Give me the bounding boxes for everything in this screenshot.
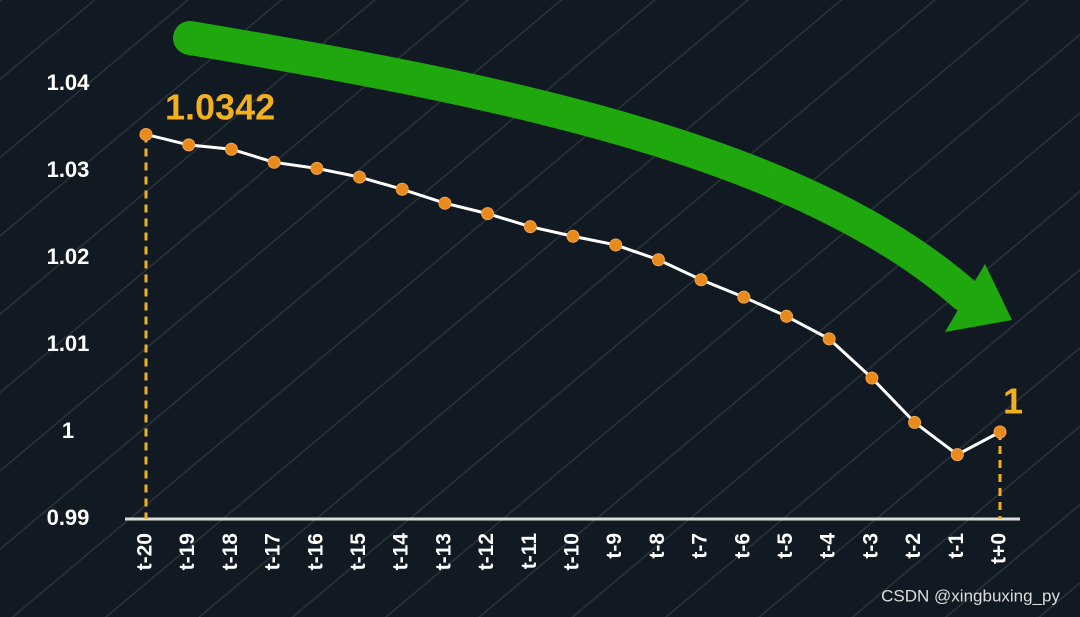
- point: [694, 273, 708, 287]
- x-tick-label: t-9: [603, 533, 626, 559]
- value-label: 1: [1003, 381, 1023, 422]
- x-tick-label: t-17: [262, 533, 285, 570]
- watermark: CSDN @xingbuxing_py: [881, 586, 1060, 605]
- y-tick-label: 1.02: [47, 244, 90, 269]
- x-tick-label: t-6: [731, 533, 754, 559]
- x-tick-label: t-3: [859, 533, 882, 559]
- x-tick-label: t-10: [561, 533, 584, 570]
- y-tick-label: 1: [62, 418, 74, 443]
- point: [737, 290, 751, 304]
- x-tick-label: t-11: [518, 533, 541, 570]
- value-label: 1.0342: [165, 87, 275, 128]
- point: [950, 448, 964, 462]
- y-tick-label: 1.03: [47, 157, 90, 182]
- point: [865, 371, 879, 385]
- x-tick-label: t-18: [219, 533, 242, 571]
- y-tick-label: 1.01: [47, 331, 90, 356]
- x-tick-label: t-1: [945, 533, 968, 559]
- point: [438, 196, 452, 210]
- point: [267, 155, 281, 169]
- point: [651, 253, 665, 267]
- point: [481, 207, 495, 221]
- point: [908, 415, 922, 429]
- y-tick-label: 0.99: [47, 505, 90, 530]
- x-tick-label: t-19: [176, 533, 199, 570]
- x-tick-label: t-15: [347, 533, 370, 571]
- x-tick-label: t-4: [817, 533, 840, 559]
- point: [523, 220, 537, 234]
- point: [139, 127, 153, 141]
- x-tick-label: t-5: [774, 533, 797, 559]
- x-tick-label: t-8: [646, 533, 669, 559]
- x-tick-label: t-16: [304, 533, 327, 570]
- point: [310, 161, 324, 175]
- point: [566, 229, 580, 243]
- point: [353, 170, 366, 184]
- x-tick-label: t-7: [689, 533, 712, 559]
- x-tick-label: t-14: [390, 533, 413, 571]
- x-tick-label: t-13: [432, 533, 455, 570]
- x-tick-label: t+0: [988, 533, 1011, 564]
- point: [822, 332, 836, 346]
- point: [993, 425, 1007, 439]
- point: [224, 142, 238, 156]
- point: [780, 309, 793, 323]
- point: [609, 238, 623, 252]
- x-tick-label: t-20: [134, 533, 157, 570]
- point: [182, 138, 196, 152]
- trend-arrow: [173, 21, 982, 312]
- y-tick-label: 1.04: [47, 70, 91, 95]
- trend-arrow-head: [945, 264, 1012, 332]
- x-tick-label: t-2: [902, 533, 925, 559]
- point: [395, 182, 409, 196]
- x-tick-label: t-12: [475, 533, 498, 570]
